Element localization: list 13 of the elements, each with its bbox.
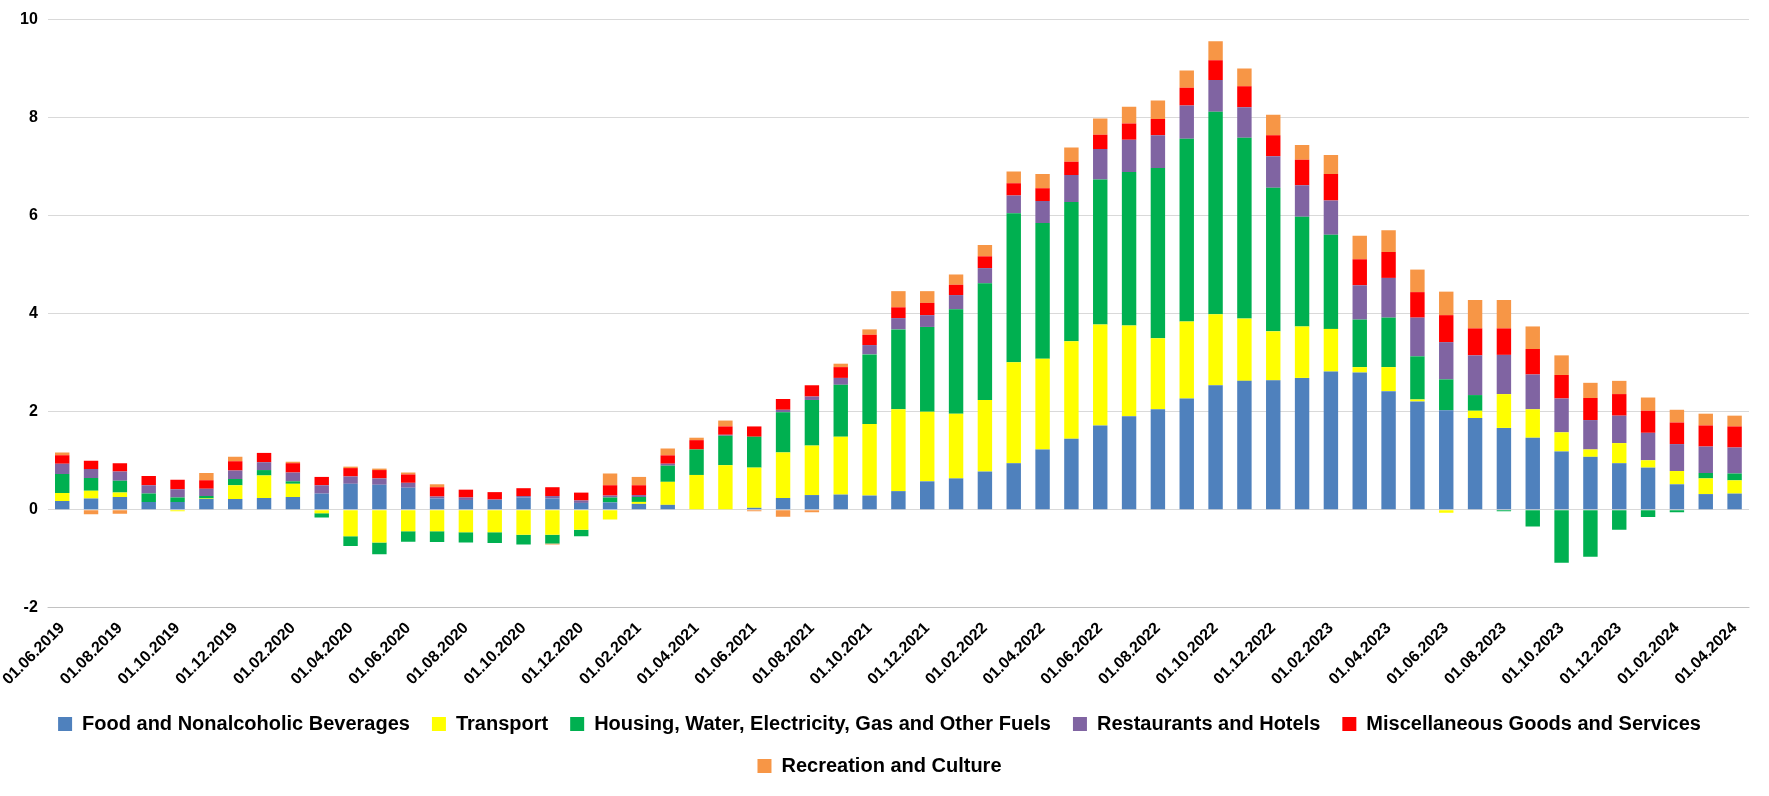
- legend-label: Food and Nonalcoholic Beverages: [82, 711, 410, 734]
- legend-label: Miscellaneous Goods and Services: [1366, 711, 1701, 734]
- legend-label: Transport: [455, 711, 549, 734]
- legend-label: Recreation and Culture: [781, 753, 1002, 776]
- legend-label: Restaurants and Hotels: [1096, 711, 1321, 734]
- y-tick-label: 2: [28, 402, 38, 420]
- y-tick-label: 0: [28, 500, 38, 518]
- y-tick-label: 6: [28, 206, 38, 224]
- y-tick-label: 8: [28, 108, 38, 126]
- y-tick-label: 10: [20, 10, 38, 28]
- y-tick-label: -2: [23, 598, 38, 616]
- legend-label: Housing, Water, Electricity, Gas and Other Fuels: [594, 711, 1051, 734]
- y-tick-label: 4: [28, 304, 38, 322]
